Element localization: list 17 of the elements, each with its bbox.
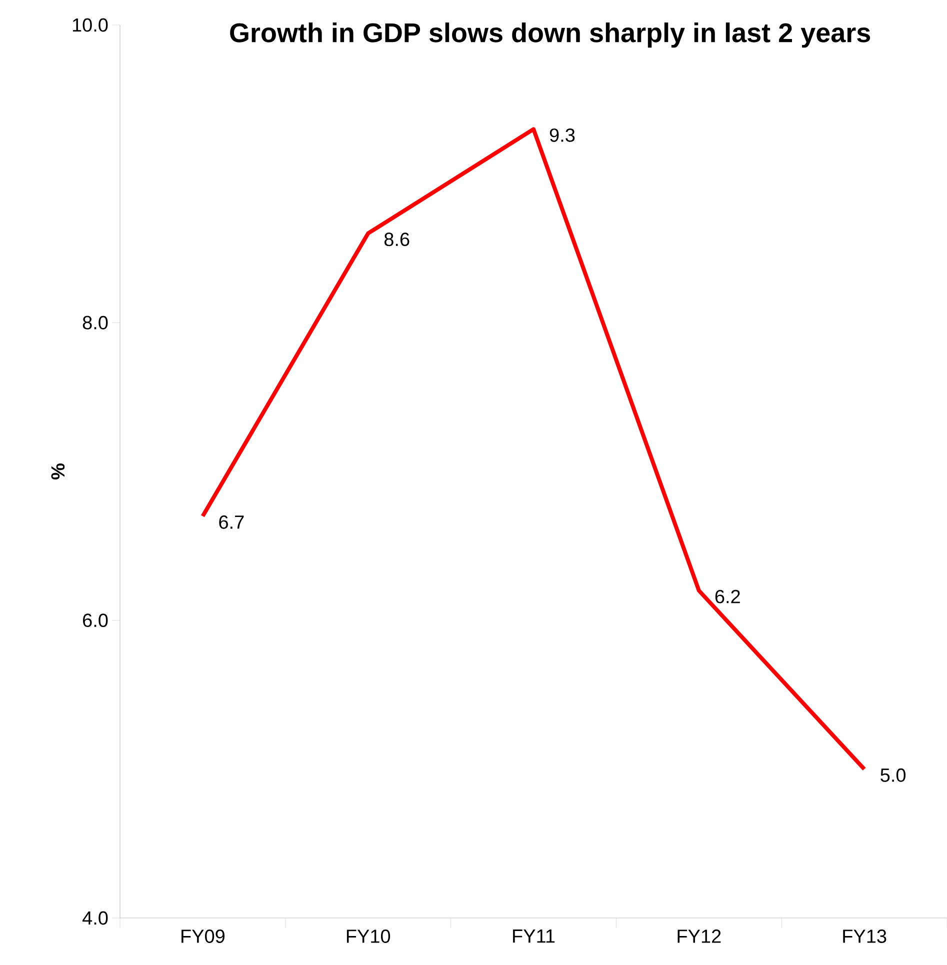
x-tick-label: FY09 [182,930,225,943]
data-label: 6.7 [219,515,244,529]
y-tick-label: 10.0 [72,18,108,32]
data-label: 5.0 [880,768,906,782]
x-tick-label: FY12 [678,930,721,943]
y-axis-title: % [51,464,65,480]
x-tick-label: FY10 [346,930,390,943]
data-label: 6.2 [715,590,740,604]
data-label: 9.3 [550,128,575,142]
x-tick-label: FY11 [513,930,555,943]
line-series [200,127,866,772]
x-tick-label: FY13 [843,930,886,943]
y-tick-label: 6.0 [83,614,108,628]
chart-title: Growth in GDP slows down sharply in last 2 years [230,22,870,48]
y-tick-label: 4.0 [82,911,108,925]
data-label: 8.6 [384,232,410,246]
y-tick-label: 8.0 [82,316,108,330]
